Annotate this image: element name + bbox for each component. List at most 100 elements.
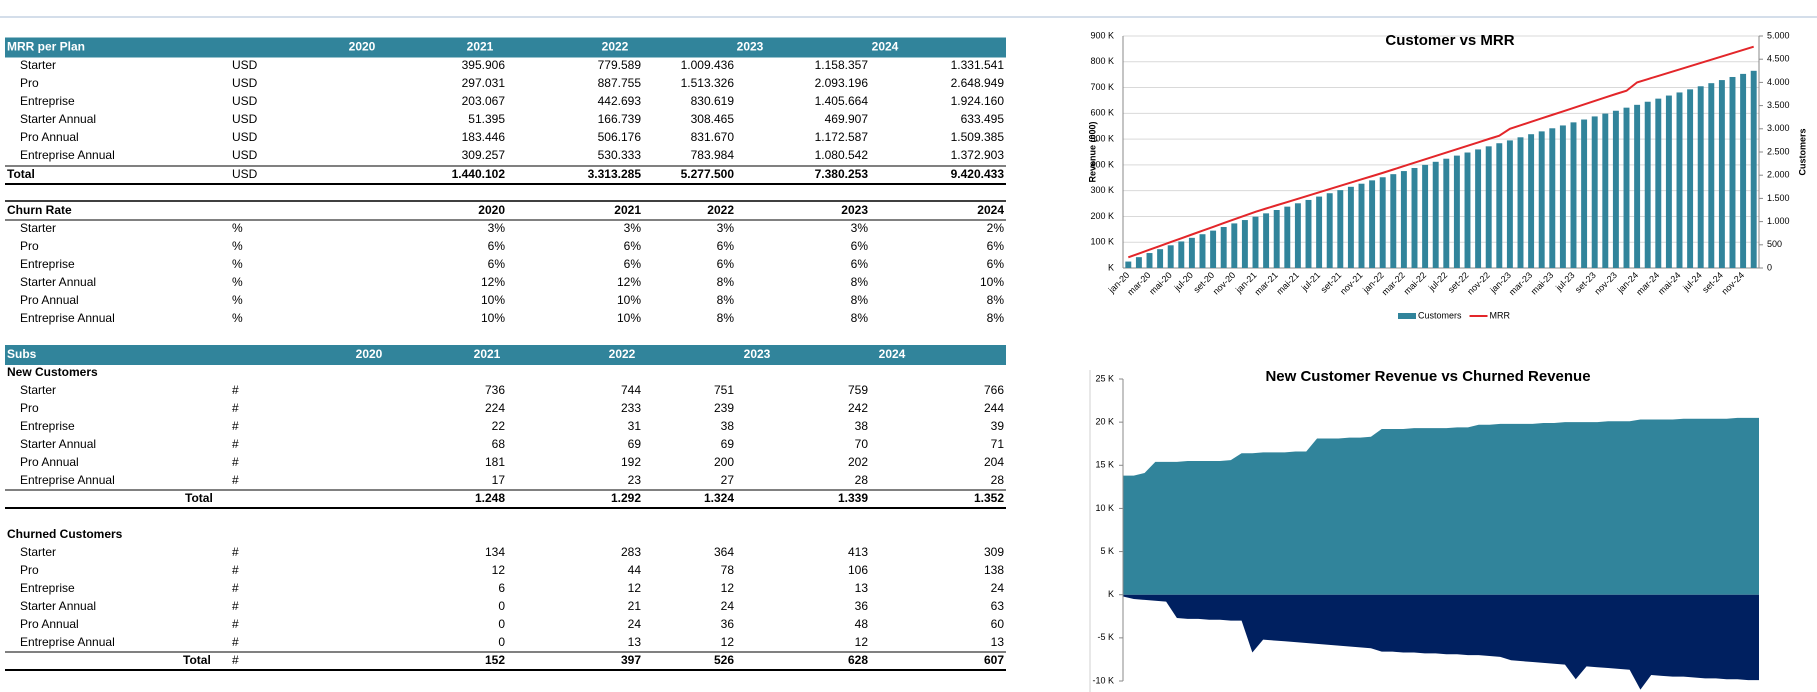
y2-tick-label: 4.500: [1767, 54, 1790, 64]
year-header: 2020: [356, 347, 383, 361]
cell: 469.907: [825, 112, 869, 126]
bar: [1729, 76, 1736, 268]
row-unit: #: [232, 383, 239, 397]
cell: 204: [984, 455, 1004, 469]
bar: [1718, 80, 1725, 268]
cell: 70: [855, 437, 869, 451]
cell: 6%: [717, 257, 735, 271]
y-tick-label: -10 K: [1092, 675, 1114, 685]
bar: [1252, 216, 1259, 268]
cell: 203.067: [462, 94, 506, 108]
bar: [1263, 213, 1270, 268]
cell: 0: [498, 599, 505, 613]
cell: 78: [721, 563, 735, 577]
cell: 3%: [717, 221, 735, 235]
y-tick-label: 600 K: [1090, 108, 1114, 118]
cell: 69: [628, 437, 642, 451]
total-cell: 7.380.253: [815, 167, 869, 181]
year-header: 2022: [609, 347, 636, 361]
cell: 1.513.326: [681, 76, 735, 90]
y-tick-label: 10 K: [1095, 503, 1114, 513]
cell: 8%: [851, 275, 869, 289]
total-cell: 1.292: [611, 491, 641, 505]
row-unit: %: [232, 311, 243, 325]
cell: 68: [492, 437, 506, 451]
cell: 10%: [617, 293, 641, 307]
bar: [1167, 245, 1174, 268]
cell: 779.589: [598, 58, 642, 72]
cell: 48: [855, 617, 869, 631]
row-label: Starter: [20, 545, 56, 559]
row-unit: USD: [232, 112, 258, 126]
cell: 69: [721, 437, 735, 451]
header-bar: [5, 37, 1006, 58]
row-label: Entreprise: [20, 581, 75, 595]
row-unit: #: [232, 581, 239, 595]
bar: [1687, 89, 1694, 268]
cell: 39: [991, 419, 1005, 433]
row-label: Pro: [20, 401, 39, 415]
bar: [1284, 206, 1291, 268]
cell: 166.739: [598, 112, 642, 126]
y-tick-label: 100 K: [1090, 237, 1114, 247]
cell: 36: [855, 599, 869, 613]
bar: [1358, 183, 1365, 268]
y2-tick-label: 0: [1767, 262, 1772, 272]
cell: 183.446: [462, 130, 506, 144]
legend-label: Customers: [1418, 310, 1462, 320]
bar: [1517, 137, 1524, 268]
cell: 2.648.949: [951, 76, 1005, 90]
row-label: Entreprise: [20, 94, 75, 108]
y-tick-label: 15 K: [1095, 460, 1114, 470]
total-cell: 526: [714, 653, 734, 667]
bar: [1337, 190, 1344, 268]
row-unit: %: [232, 221, 243, 235]
y2-axis-title: Customers: [1797, 128, 1807, 175]
bar: [1708, 83, 1715, 268]
x-tick-label: jul-24: [1680, 270, 1703, 293]
table-title: Subs: [7, 347, 37, 361]
cell: 71: [991, 437, 1005, 451]
cell: 308.465: [691, 112, 735, 126]
cell: 506.176: [598, 130, 642, 144]
cell: 736: [485, 383, 505, 397]
cell: 22: [492, 419, 506, 433]
x-tick-label: jul-21: [1299, 270, 1322, 293]
y2-tick-label: 5.000: [1767, 30, 1790, 40]
row-unit: #: [232, 401, 239, 415]
row-label: Entreprise: [20, 419, 75, 433]
cell: 887.755: [598, 76, 642, 90]
cell: 138: [984, 563, 1004, 577]
bar: [1125, 261, 1132, 268]
table-title: Churn Rate: [7, 203, 72, 217]
cell: 21: [628, 599, 642, 613]
bar: [1157, 249, 1164, 268]
x-tick-label: nov-23: [1592, 270, 1619, 297]
y-tick-label: 500 K: [1090, 133, 1114, 143]
cell: 413: [848, 545, 868, 559]
cell: 27: [721, 473, 735, 487]
row-unit: #: [232, 473, 239, 487]
total-label: Total: [7, 167, 35, 181]
bar: [1485, 146, 1492, 268]
cell: 6%: [717, 239, 735, 253]
bar: [1231, 223, 1238, 268]
cell: 744: [621, 383, 641, 397]
bar: [1655, 98, 1662, 268]
cell: 12: [628, 581, 642, 595]
line: [1127, 45, 1754, 259]
y-tick-label: 700 K: [1090, 82, 1114, 92]
cell: 395.906: [462, 58, 506, 72]
cell: 6: [498, 581, 505, 595]
y-tick-label: 800 K: [1090, 56, 1114, 66]
bar: [1570, 122, 1577, 268]
row-label: Starter Annual: [20, 437, 96, 451]
year-header: 2021: [467, 40, 494, 54]
bar: [1581, 119, 1588, 269]
cell: 6%: [851, 257, 869, 271]
bar: [1443, 158, 1450, 268]
cell: 297.031: [462, 76, 506, 90]
bar: [1623, 107, 1630, 268]
bar: [1220, 227, 1227, 268]
